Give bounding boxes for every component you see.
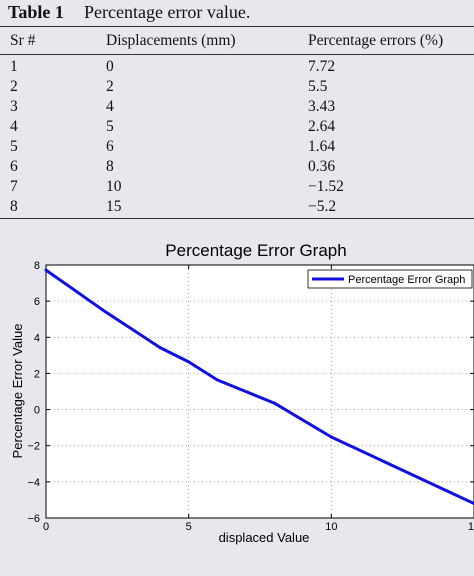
table-caption: Table 1 Percentage error value. [8,0,468,24]
x-tick-label: 15 [468,521,474,533]
table-cell-sr: 5 [10,138,18,155]
table-cell-error: 1.64 [308,138,336,155]
table-cell-error: 0.36 [308,158,336,175]
data-point [272,401,276,405]
table-cell-sr: 3 [10,98,18,115]
y-tick-label: 2 [34,368,40,380]
legend-box [307,269,473,289]
data-point [329,435,333,439]
table-cell-displacement: 0 [106,58,114,75]
y-tick-label: −2 [27,441,40,453]
table-cell-sr: 2 [10,78,18,95]
table-cell-displacement: 5 [106,118,114,135]
chart-title: Percentage Error Graph [165,241,346,260]
y-axis-label: Percentage Error Value [10,324,25,459]
grid-lines [46,265,474,518]
x-tick-label: 0 [43,521,49,533]
data-point [187,360,191,364]
table-header-sr: Sr # [10,32,36,49]
y-tick-label: −4 [27,477,40,489]
table-cell-displacement: 6 [106,138,114,155]
table-cell-error: 2.64 [308,118,336,135]
data-point [158,346,162,350]
table-cell-sr: 1 [10,58,18,75]
y-tick-label: 4 [34,332,40,344]
table-header-displacements: Displacements (mm) [106,32,236,49]
table-header-rule [0,54,474,55]
table-header-percentage-errors: Percentage errors (%) [308,32,444,49]
data-point [215,378,219,382]
y-tick-label: 8 [34,260,40,272]
y-tick-label: 6 [34,296,40,308]
table-cell-error: −1.52 [308,178,344,195]
data-point [101,308,105,312]
table-cell-displacement: 2 [106,78,114,95]
legend-label: Percentage Error Graph [348,274,465,286]
x-tick-label: 10 [325,521,337,533]
table-cell-error: 7.72 [308,58,336,75]
x-axis-label: displaced Value [219,530,310,545]
table-cell-sr: 6 [10,158,18,175]
table-caption-text: Percentage error value. [84,2,251,22]
y-tick-label: 0 [34,405,40,417]
table-cell-displacement: 15 [106,198,122,215]
chart-panel: Percentage Error Graph 0 5 10 15 8 6 4 2 0 −2 −4 −6… [8,238,474,576]
table-bottom-rule [0,218,474,219]
series-line [45,268,474,505]
data-point [44,268,48,272]
x-tick-label: 5 [186,521,192,533]
table-cell-error: 5.5 [308,78,328,95]
legend: Percentage Error Graph [307,269,473,289]
table-cell-displacement: 10 [106,178,122,195]
plot-area [45,264,474,519]
axis-ticks: 0 5 10 15 8 6 4 2 0 −2 −4 −6 [27,260,474,533]
table-caption-label: Table 1 [8,2,64,22]
line-chart: Percentage Error Graph 0 5 10 15 8 6 4 2 0 −2 −4 −6… [10,241,474,545]
table-cell-sr: 7 [10,178,18,195]
table-cell-sr: 8 [10,198,18,215]
table-cell-displacement: 4 [106,98,114,115]
table-cell-sr: 4 [10,118,18,135]
table-top-rule [0,26,474,27]
y-tick-label: −6 [27,513,40,525]
table-cell-displacement: 8 [106,158,114,175]
table-cell-error: −5.2 [308,198,337,215]
y-axis-label-group: Percentage Error Value [10,324,25,459]
table-cell-error: 3.43 [308,98,336,115]
